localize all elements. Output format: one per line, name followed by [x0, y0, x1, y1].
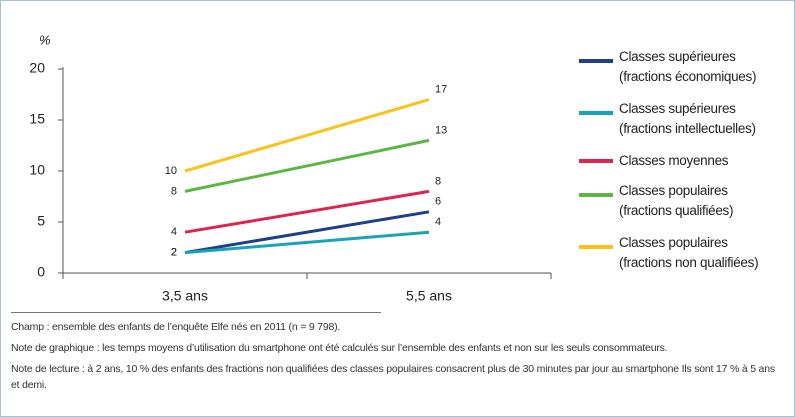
- legend-label: Classes populaires (fractions non qualif…: [619, 235, 759, 270]
- note: Note de lecture : à 2 ans, 10 % des enfa…: [11, 363, 775, 391]
- data-label: 4: [171, 226, 177, 238]
- data-label: 17: [435, 84, 447, 96]
- series-line: [184, 210, 430, 255]
- note: Champ : ensemble des enfants de l’enquêt…: [11, 321, 341, 333]
- y-tick-label: 10: [29, 162, 45, 178]
- legend-label: Classes supérieures (fractions intellect…: [619, 101, 756, 136]
- data-label: 8: [171, 185, 177, 197]
- legend-entry: Classes populaires (fractions non qualif…: [619, 235, 759, 270]
- separator: [11, 312, 381, 313]
- data-label: 4: [435, 216, 441, 228]
- legend-entry: Classes populaires (fractions qualifiées…: [619, 183, 734, 218]
- chart: % 0 5 10 15 20 3,5 ans 5,5 ans 2 6 Classes supéri…: [29, 32, 759, 304]
- data-label: 13: [435, 124, 447, 136]
- data-label: 2: [171, 247, 177, 259]
- legend-label: Classes populaires (fractions qualifiées…: [619, 183, 734, 218]
- series-line: [184, 230, 430, 255]
- x-tick-label: 3,5 ans: [162, 288, 208, 304]
- data-label: 6: [435, 196, 441, 208]
- y-tick-label: 5: [37, 213, 45, 229]
- legend-label: Classes supérieures (fractions économiqu…: [619, 49, 757, 84]
- note: Note de graphique : les temps moyens d’u…: [11, 342, 668, 354]
- x-tick-label: 5,5 ans: [406, 288, 452, 304]
- data-label: 10: [165, 165, 177, 177]
- notes: Champ : ensemble des enfants de l’enquêt…: [11, 319, 781, 398]
- y-tick-label: 15: [29, 111, 45, 127]
- series-line: [184, 189, 430, 234]
- data-label: 2: [171, 247, 177, 259]
- legend-label: Classes moyennes: [619, 153, 729, 168]
- y-tick-label: 0: [37, 264, 45, 280]
- series-line: [184, 98, 430, 173]
- legend-entry: Classes supérieures (fractions économiqu…: [619, 49, 757, 84]
- series-line: [184, 138, 430, 193]
- data-label: 8: [435, 175, 441, 187]
- y-unit: %: [39, 32, 51, 47]
- legend-entry: Classes supérieures (fractions intellect…: [619, 101, 756, 136]
- y-tick-label: 20: [29, 60, 45, 76]
- legend-entry: Classes moyennes: [619, 153, 729, 168]
